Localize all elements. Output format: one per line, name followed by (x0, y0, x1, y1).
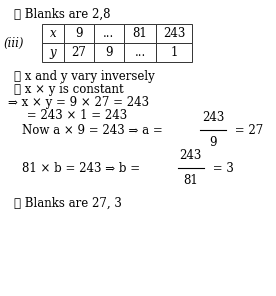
Bar (94, 43, 124, 62)
Text: ⇒ x × y = 9 × 27 = 243: ⇒ x × y = 9 × 27 = 243 (8, 96, 149, 109)
Text: ∴ Blanks are 2,8: ∴ Blanks are 2,8 (14, 8, 110, 21)
Text: ...: ... (104, 27, 115, 40)
Text: 243: 243 (163, 27, 185, 40)
Text: 243: 243 (179, 149, 202, 162)
Bar (42, 43, 64, 62)
Bar (64, 43, 94, 62)
Bar (124, 24, 156, 43)
Text: ∴ x × y is constant: ∴ x × y is constant (14, 83, 124, 96)
Text: Now a × 9 = 243 ⇒ a =: Now a × 9 = 243 ⇒ a = (22, 123, 163, 136)
Text: 81: 81 (133, 27, 147, 40)
Text: = 27: = 27 (231, 123, 264, 136)
Text: (iii): (iii) (3, 36, 23, 49)
Text: ∵ x and y vary inversely: ∵ x and y vary inversely (14, 70, 155, 83)
Bar (156, 24, 192, 43)
Bar (124, 43, 156, 62)
Text: 9: 9 (209, 136, 217, 149)
Text: 27: 27 (71, 46, 86, 59)
Text: 9: 9 (75, 27, 83, 40)
Text: 1: 1 (170, 46, 178, 59)
Bar (94, 24, 124, 43)
Text: 81 × b = 243 ⇒ b =: 81 × b = 243 ⇒ b = (22, 162, 140, 175)
Bar (64, 24, 94, 43)
Text: ...: ... (134, 46, 146, 59)
Text: 81: 81 (183, 174, 198, 187)
Text: y: y (50, 46, 56, 59)
Text: 243: 243 (202, 111, 224, 124)
Text: ∴ Blanks are 27, 3: ∴ Blanks are 27, 3 (14, 197, 122, 210)
Text: = 3: = 3 (209, 162, 233, 175)
Text: x: x (50, 27, 56, 40)
Bar (42, 24, 64, 43)
Text: = 243 × 1 = 243: = 243 × 1 = 243 (8, 109, 127, 122)
Text: 9: 9 (105, 46, 113, 59)
Bar (156, 43, 192, 62)
